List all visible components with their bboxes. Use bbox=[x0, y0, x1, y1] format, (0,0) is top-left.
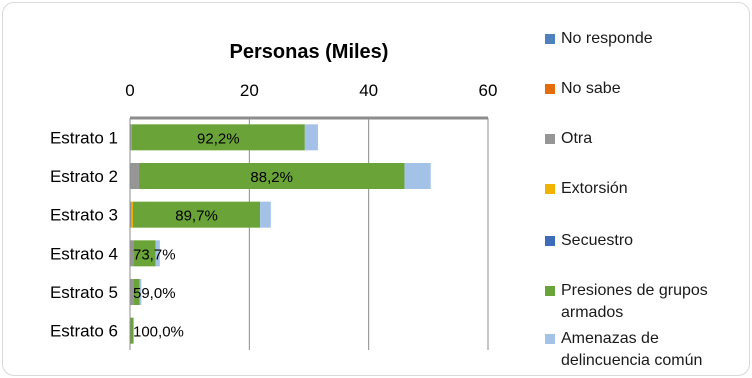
legend-swatch bbox=[545, 286, 555, 296]
data-label: 73,7% bbox=[133, 246, 176, 263]
bar-segment-otra bbox=[130, 124, 132, 151]
bar-segment-otra bbox=[130, 240, 134, 267]
category-label: Estrato 2 bbox=[50, 167, 118, 186]
category-label: Estrato 1 bbox=[50, 128, 118, 147]
legend-item: Otra bbox=[545, 128, 741, 150]
bar-segment-amenazas-de-delincuencia-com-n bbox=[155, 240, 160, 267]
bars bbox=[130, 124, 431, 344]
data-labels: 92,2% 88,2% 89,7% 73,7% 59,0% 100,0% bbox=[133, 130, 293, 340]
x-tick-label: 60 bbox=[479, 81, 498, 100]
legend-item: Amenazas de delincuencia común bbox=[545, 328, 741, 372]
legend-swatch bbox=[545, 184, 555, 194]
x-tick-label: 0 bbox=[125, 81, 134, 100]
bar-segment-presiones-de-grupos-armados bbox=[133, 279, 140, 305]
legend-label: Amenazas de delincuencia común bbox=[561, 330, 703, 369]
gridlines bbox=[248, 118, 489, 350]
data-label: 100,0% bbox=[133, 324, 184, 341]
legend-item: No sabe bbox=[545, 78, 741, 100]
bar-segment-amenazas-de-delincuencia-com-n bbox=[260, 201, 271, 228]
bar-segment-amenazas-de-delincuencia-com-n bbox=[139, 279, 142, 305]
category-label: Estrato 6 bbox=[50, 322, 118, 341]
bar-segment-presiones-de-grupos-armados bbox=[131, 124, 305, 151]
legend-swatch bbox=[545, 236, 555, 246]
data-label: 88,2% bbox=[250, 169, 293, 186]
x-tick-label: 40 bbox=[359, 81, 378, 100]
legend-label: No responde bbox=[561, 30, 653, 47]
legend-swatch bbox=[545, 84, 555, 94]
legend-label: Extorsión bbox=[561, 180, 628, 197]
chart-title: Personas (Miles) bbox=[230, 41, 389, 63]
category-label: Estrato 4 bbox=[50, 244, 118, 263]
bar-segment-presiones-de-grupos-armados bbox=[138, 163, 405, 189]
legend-swatch bbox=[545, 34, 555, 44]
legend-label: Secuestro bbox=[561, 232, 634, 249]
legend-item: Presiones de grupos armados bbox=[545, 280, 741, 324]
bar-segment-amenazas-de-delincuencia-com-n bbox=[304, 124, 318, 151]
legend-label: Presiones de grupos armados bbox=[561, 282, 708, 321]
bar-segment-otra bbox=[130, 163, 139, 189]
bar-segment-otra bbox=[130, 201, 132, 228]
legend-item: No responde bbox=[545, 28, 741, 50]
bar-segment-extorsi-n bbox=[131, 201, 133, 228]
data-label: 89,7% bbox=[175, 208, 218, 225]
bar-segment-presiones-de-grupos-armados bbox=[132, 201, 261, 228]
bar-segment-presiones-de-grupos-armados bbox=[130, 317, 134, 344]
legend-item: Extorsión bbox=[545, 178, 741, 200]
legend-item: Secuestro bbox=[545, 230, 741, 252]
x-tick-labels: 0 20 40 60 bbox=[125, 81, 497, 100]
bar-segment-otra bbox=[130, 279, 134, 305]
category-labels: Estrato 1 Estrato 2 Estrato 3 Estrato 4 Estr… bbox=[50, 128, 118, 340]
bar-segment-presiones-de-grupos-armados bbox=[133, 240, 156, 267]
legend-swatch bbox=[545, 334, 555, 344]
legend-label: No sabe bbox=[561, 80, 621, 97]
category-label: Estrato 3 bbox=[50, 206, 118, 225]
legend-swatch bbox=[545, 134, 555, 144]
data-label: 92,2% bbox=[197, 130, 240, 147]
legend-label: Otra bbox=[561, 130, 593, 147]
bar-segment-amenazas-de-delincuencia-com-n bbox=[404, 163, 431, 189]
data-label: 59,0% bbox=[133, 285, 176, 302]
x-tick-label: 20 bbox=[240, 81, 259, 100]
category-label: Estrato 5 bbox=[50, 283, 118, 302]
